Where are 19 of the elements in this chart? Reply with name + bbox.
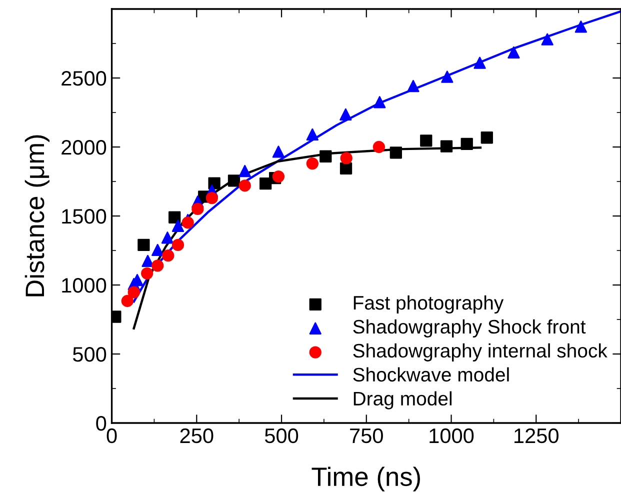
x-tick-label: 750 — [350, 428, 383, 444]
x-tick-label: 500 — [264, 428, 298, 444]
y-tick-label: 1000 — [62, 278, 106, 293]
y-tick-label: 0 — [96, 416, 106, 431]
x-tick-label: 250 — [180, 428, 214, 444]
x-axis-title: Time (ns) — [312, 466, 420, 492]
legend-label: Fast photography — [354, 295, 504, 314]
x-tick-label: 1250 — [514, 428, 558, 444]
y-tick-label: 500 — [72, 347, 106, 362]
y-tick-label: 2500 — [62, 71, 106, 86]
y-axis-title: Distance (μm) — [24, 135, 50, 296]
y-tick-label: 2000 — [62, 140, 106, 155]
legend-label: Shockwave model — [353, 367, 509, 382]
x-tick-label: 0 — [106, 428, 117, 444]
legend-label: Shadowgraphy internal shock — [353, 343, 608, 362]
legend-label: Shadowgraphy Shock front — [353, 319, 586, 338]
legend-label: Drag model — [354, 391, 452, 410]
x-tick-label: 1000 — [430, 428, 474, 444]
y-tick-label: 1500 — [62, 209, 106, 224]
